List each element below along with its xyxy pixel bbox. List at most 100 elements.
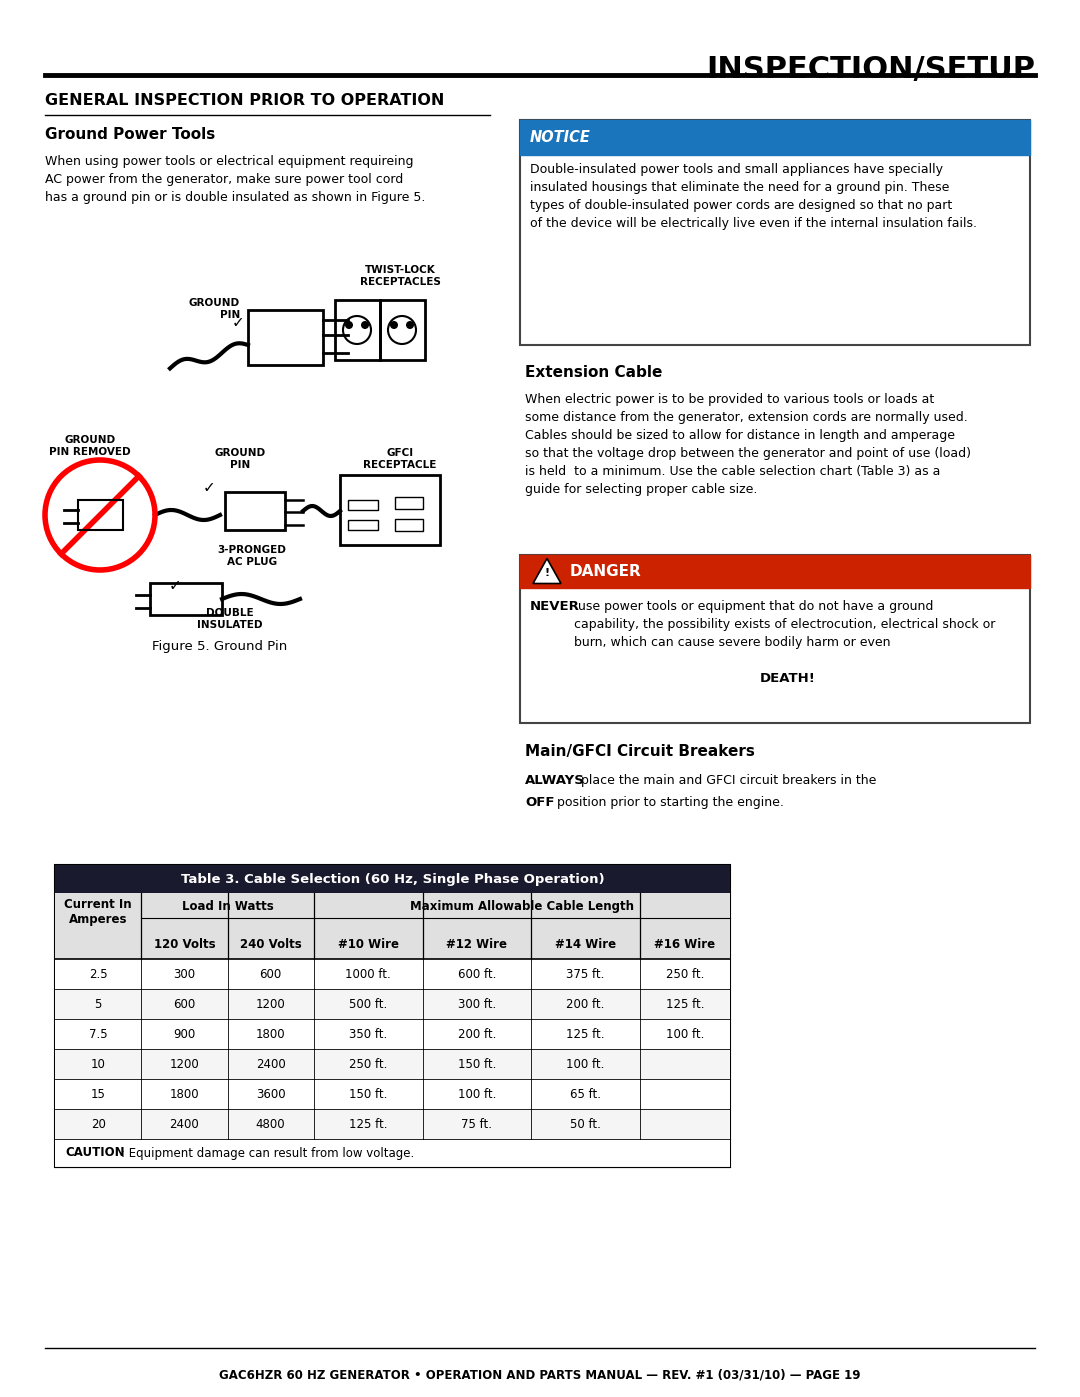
Bar: [519, 555, 1030, 724]
Bar: [519, 120, 1030, 155]
Text: #14 Wire: #14 Wire: [555, 939, 617, 951]
Text: 150 ft.: 150 ft.: [458, 1058, 496, 1070]
Text: 10: 10: [91, 1058, 106, 1070]
Bar: [55, 865, 730, 1166]
Text: Double-insulated power tools and small appliances have specially
insulated housi: Double-insulated power tools and small a…: [530, 163, 977, 231]
Text: 15: 15: [91, 1087, 106, 1101]
Bar: [395, 520, 423, 531]
Text: OFF: OFF: [525, 796, 554, 809]
Text: 1000 ft.: 1000 ft.: [346, 968, 391, 981]
Text: 2.5: 2.5: [89, 968, 107, 981]
Text: 7.5: 7.5: [89, 1028, 107, 1041]
Bar: [348, 500, 378, 510]
Bar: [380, 300, 426, 360]
Circle shape: [361, 321, 369, 330]
Text: #10 Wire: #10 Wire: [338, 939, 399, 951]
Bar: [395, 497, 423, 509]
Text: When electric power is to be provided to various tools or loads at
some distance: When electric power is to be provided to…: [525, 393, 971, 496]
Text: NEVER: NEVER: [530, 599, 580, 613]
Text: INSPECTION/SETUP: INSPECTION/SETUP: [706, 54, 1035, 84]
Text: Extension Cable: Extension Cable: [525, 365, 662, 380]
Bar: [55, 958, 730, 989]
Text: 120 Volts: 120 Volts: [153, 939, 215, 951]
Text: 500 ft.: 500 ft.: [349, 997, 388, 1010]
Text: 300 ft.: 300 ft.: [458, 997, 496, 1010]
Text: : Equipment damage can result from low voltage.: : Equipment damage can result from low v…: [121, 1147, 415, 1160]
Text: 2400: 2400: [170, 1118, 199, 1130]
Text: 250 ft.: 250 ft.: [665, 968, 704, 981]
Text: 150 ft.: 150 ft.: [349, 1087, 388, 1101]
Bar: [55, 1139, 730, 1166]
Text: #12 Wire: #12 Wire: [446, 939, 508, 951]
Text: DOUBLE
INSULATED: DOUBLE INSULATED: [198, 608, 262, 630]
Bar: [55, 1018, 730, 1049]
Text: 600: 600: [259, 968, 282, 981]
Text: 20: 20: [91, 1118, 106, 1130]
Text: GENERAL INSPECTION PRIOR TO OPERATION: GENERAL INSPECTION PRIOR TO OPERATION: [45, 94, 444, 108]
Text: Table 3. Cable Selection (60 Hz, Single Phase Operation): Table 3. Cable Selection (60 Hz, Single …: [180, 873, 605, 886]
Text: 375 ft.: 375 ft.: [566, 968, 605, 981]
Circle shape: [345, 321, 353, 330]
Bar: [55, 865, 730, 893]
Text: Load In Watts: Load In Watts: [181, 900, 273, 912]
Text: Current In
Amperes: Current In Amperes: [65, 898, 132, 926]
Text: GFCI
RECEPTACLE: GFCI RECEPTACLE: [363, 448, 436, 469]
Text: Main/GFCI Circuit Breakers: Main/GFCI Circuit Breakers: [525, 745, 755, 759]
Bar: [55, 1049, 730, 1078]
Text: 75 ft.: 75 ft.: [461, 1118, 492, 1130]
Text: 50 ft.: 50 ft.: [570, 1118, 602, 1130]
Text: 350 ft.: 350 ft.: [349, 1028, 388, 1041]
Text: Maximum Allowable Cable Length: Maximum Allowable Cable Length: [410, 900, 634, 912]
Polygon shape: [534, 559, 561, 584]
Circle shape: [390, 321, 399, 330]
Text: place the main and GFCI circuit breakers in the: place the main and GFCI circuit breakers…: [577, 774, 876, 787]
Bar: [55, 989, 730, 1018]
Text: ✓: ✓: [231, 314, 244, 330]
Text: 65 ft.: 65 ft.: [570, 1087, 602, 1101]
Text: 100 ft.: 100 ft.: [566, 1058, 605, 1070]
Text: ALWAYS: ALWAYS: [525, 774, 585, 787]
Bar: [519, 120, 1030, 345]
Text: TWIST-LOCK
RECEPTACLES: TWIST-LOCK RECEPTACLES: [360, 265, 441, 286]
Text: 100 ft.: 100 ft.: [458, 1087, 496, 1101]
Text: When using power tools or electrical equipment requireing
AC power from the gene: When using power tools or electrical equ…: [45, 155, 426, 204]
Text: 100 ft.: 100 ft.: [665, 1028, 704, 1041]
Text: #16 Wire: #16 Wire: [654, 939, 716, 951]
Bar: [519, 555, 1030, 588]
Text: CAUTION: CAUTION: [65, 1147, 124, 1160]
Circle shape: [406, 321, 414, 330]
Text: GAC6HZR 60 HZ GENERATOR • OPERATION AND PARTS MANUAL — REV. #1 (03/31/10) — PAGE: GAC6HZR 60 HZ GENERATOR • OPERATION AND …: [219, 1368, 861, 1382]
Text: use power tools or equipment that do not have a ground
capability, the possibili: use power tools or equipment that do not…: [573, 599, 996, 650]
Text: DEATH!: DEATH!: [760, 672, 815, 685]
Text: 1800: 1800: [170, 1087, 199, 1101]
Text: 125 ft.: 125 ft.: [566, 1028, 605, 1041]
Text: 1200: 1200: [256, 997, 285, 1010]
Bar: [55, 930, 730, 958]
Bar: [150, 583, 222, 615]
Text: 3-PRONGED
AC PLUG: 3-PRONGED AC PLUG: [217, 545, 286, 567]
Text: 125 ft.: 125 ft.: [349, 1118, 388, 1130]
Text: 1800: 1800: [256, 1028, 285, 1041]
Text: 1200: 1200: [170, 1058, 199, 1070]
Text: DANGER: DANGER: [570, 564, 642, 578]
Text: 200 ft.: 200 ft.: [566, 997, 605, 1010]
Text: 300: 300: [173, 968, 195, 981]
Text: 900: 900: [173, 1028, 195, 1041]
Bar: [55, 1078, 730, 1109]
Bar: [225, 492, 285, 529]
Text: 2400: 2400: [256, 1058, 285, 1070]
Text: 600 ft.: 600 ft.: [458, 968, 496, 981]
Text: 200 ft.: 200 ft.: [458, 1028, 496, 1041]
Text: 5: 5: [94, 997, 102, 1010]
Bar: [55, 893, 730, 930]
Text: 3600: 3600: [256, 1087, 285, 1101]
Text: 240 Volts: 240 Volts: [240, 939, 301, 951]
Bar: [348, 520, 378, 529]
Bar: [248, 310, 323, 365]
Text: GROUND
PIN: GROUND PIN: [189, 298, 240, 320]
Text: position prior to starting the engine.: position prior to starting the engine.: [553, 796, 784, 809]
Bar: [340, 475, 440, 545]
Text: GROUND
PIN REMOVED: GROUND PIN REMOVED: [50, 434, 131, 457]
Text: 600: 600: [173, 997, 195, 1010]
Text: NOTICE: NOTICE: [530, 130, 591, 145]
